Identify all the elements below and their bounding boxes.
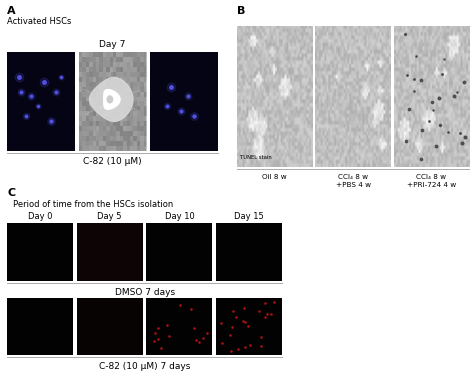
Text: Day 10: Day 10	[164, 212, 194, 221]
Text: CCl₄ 8 w
+PBS 4 w: CCl₄ 8 w +PBS 4 w	[336, 174, 371, 187]
Text: Day 5: Day 5	[98, 212, 122, 221]
Text: Activated HSCs: Activated HSCs	[7, 17, 72, 26]
Text: TUNEL stain: TUNEL stain	[240, 155, 272, 160]
Text: C: C	[7, 188, 15, 198]
Text: Day 0: Day 0	[28, 212, 52, 221]
Text: C-82 (10 μM): C-82 (10 μM)	[83, 157, 142, 166]
Text: Day 7: Day 7	[100, 40, 126, 49]
Polygon shape	[104, 90, 120, 109]
Text: CCl₄ 8 w
+PRI-724 4 w: CCl₄ 8 w +PRI-724 4 w	[407, 174, 456, 187]
Polygon shape	[90, 77, 133, 121]
Text: Day 15: Day 15	[234, 212, 264, 221]
Text: DMSO 7 days: DMSO 7 days	[115, 288, 174, 296]
Text: Period of time from the HSCs isolation: Period of time from the HSCs isolation	[13, 200, 173, 209]
Text: C-82 (10 μM) 7 days: C-82 (10 μM) 7 days	[99, 362, 190, 371]
Text: B: B	[237, 6, 246, 16]
Polygon shape	[107, 96, 112, 103]
Text: A: A	[7, 6, 16, 16]
Text: Oil 8 w: Oil 8 w	[263, 174, 287, 180]
